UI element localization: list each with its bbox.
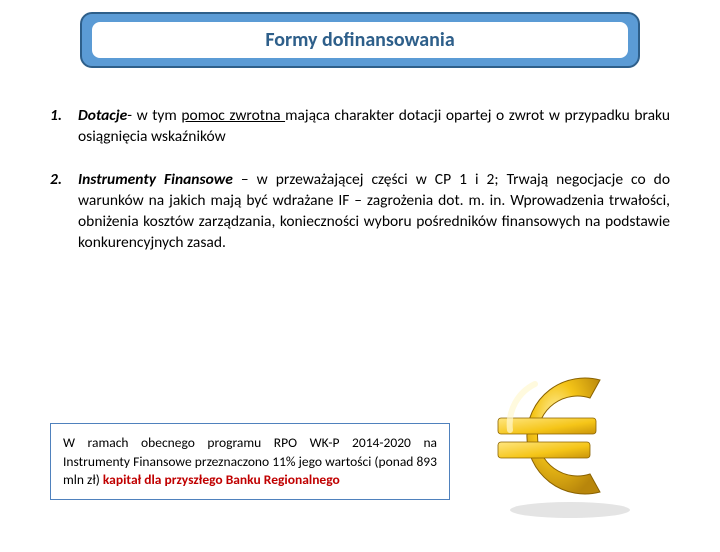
item-number: 1.: [50, 106, 78, 148]
item-body: Dotacje- w tym pomoc zwrotna mająca char…: [78, 106, 670, 148]
item-body: Instrumenty Finansowe – w przeważającej …: [78, 170, 670, 254]
item-lead: Dotacje: [78, 106, 127, 125]
page-title: Formy dofinansowania: [92, 22, 628, 58]
numbered-list: 1. Dotacje- w tym pomoc zwrotna mająca c…: [50, 106, 670, 254]
item-sep: - w tym: [127, 106, 181, 125]
note-accent: kapitał dla przyszłego Banku Regionalneg…: [103, 471, 340, 488]
item-lead: Instrumenty Finansowe: [78, 170, 233, 189]
list-item: 1. Dotacje- w tym pomoc zwrotna mająca c…: [50, 106, 670, 148]
list-item: 2. Instrumenty Finansowe – w przeważając…: [50, 170, 670, 254]
item-sep: –: [233, 170, 257, 189]
title-banner: Formy dofinansowania: [80, 12, 640, 68]
item-underlined: pomoc zwrotna: [181, 106, 285, 125]
item-number: 2.: [50, 170, 78, 254]
euro-icon: [480, 352, 650, 522]
note-box: W ramach obecnego programu RPO WK-P 2014…: [50, 423, 450, 500]
